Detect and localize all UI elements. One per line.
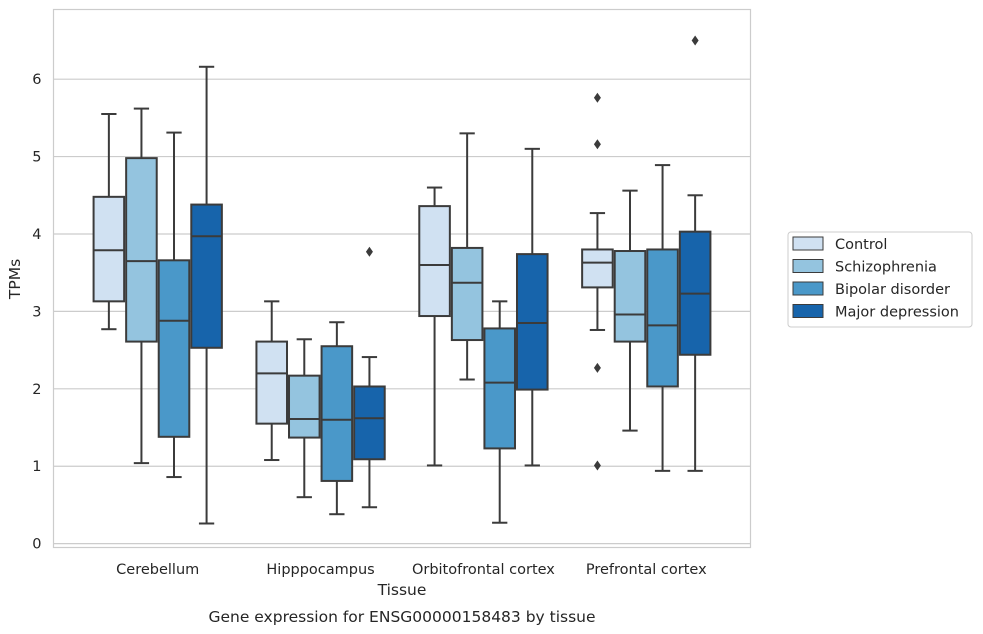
outlier-point — [593, 92, 601, 103]
box — [125, 157, 158, 343]
y-tick-label: 6 — [32, 72, 41, 88]
box — [646, 248, 679, 388]
legend-label: Control — [835, 237, 887, 253]
outlier-point — [593, 460, 601, 471]
x-tick-labels: Cerebellum Hipppocampus Orbitofrontal cort… — [116, 562, 707, 578]
legend-label: Bipolar disorder — [835, 282, 950, 298]
box — [288, 374, 321, 439]
box-group — [92, 113, 126, 331]
y-tick-label: 3 — [32, 304, 41, 320]
y-tick-label: 5 — [32, 150, 41, 166]
box-group — [125, 107, 158, 465]
legend-swatch — [792, 259, 824, 273]
legend: Control Schizophrenia Bipolar disorder Majo… — [787, 231, 973, 328]
box-group — [190, 65, 223, 525]
legend-swatch — [792, 304, 824, 318]
box — [353, 385, 386, 461]
boxes — [92, 35, 712, 525]
box-group — [613, 189, 647, 432]
y-tick-label: 1 — [32, 459, 41, 475]
figure-caption: Gene expression for ENSG00000158483 by t… — [208, 608, 595, 626]
box — [190, 203, 223, 349]
y-tick-label: 4 — [32, 227, 41, 243]
plot-frame — [52, 8, 752, 549]
box-group — [581, 92, 614, 471]
box — [92, 195, 126, 303]
box-group — [450, 132, 484, 381]
legend-swatch — [792, 281, 824, 296]
y-tick-label: 0 — [32, 537, 41, 553]
box — [450, 246, 484, 342]
box-group — [418, 186, 451, 467]
legend-swatch — [792, 236, 824, 251]
box-group — [483, 300, 516, 524]
box-group — [320, 321, 354, 516]
box — [515, 253, 549, 391]
box-group — [353, 246, 386, 509]
box-group — [255, 300, 289, 462]
x-axis-label: Tissue — [377, 581, 427, 599]
box-group — [646, 164, 679, 472]
box — [157, 259, 191, 438]
legend-label: Major depression — [835, 305, 959, 321]
box-group — [288, 338, 321, 499]
x-tick-label: Prefrontal cortex — [586, 562, 707, 578]
legend-label: Schizophrenia — [835, 260, 937, 276]
box — [483, 327, 516, 450]
box — [255, 340, 289, 425]
legend-frame — [787, 231, 973, 328]
outlier-point — [365, 246, 373, 257]
box — [418, 205, 451, 318]
outlier-point — [593, 139, 601, 150]
box — [320, 345, 354, 482]
x-tick-label: Orbitofrontal cortex — [412, 562, 555, 578]
box — [613, 250, 647, 343]
outlier-point — [593, 362, 601, 373]
y-tick-labels: 0 1 2 3 4 5 6 — [32, 72, 41, 552]
box-group — [515, 147, 549, 467]
box — [581, 248, 614, 289]
x-tick-label: Cerebellum — [116, 562, 199, 578]
box-group — [678, 35, 712, 472]
box-group — [157, 131, 191, 479]
y-axis-label: TPMs — [6, 259, 24, 300]
x-tick-label: Hipppocampus — [266, 562, 374, 578]
y-tick-label: 2 — [32, 382, 41, 398]
outlier-point — [691, 35, 699, 46]
